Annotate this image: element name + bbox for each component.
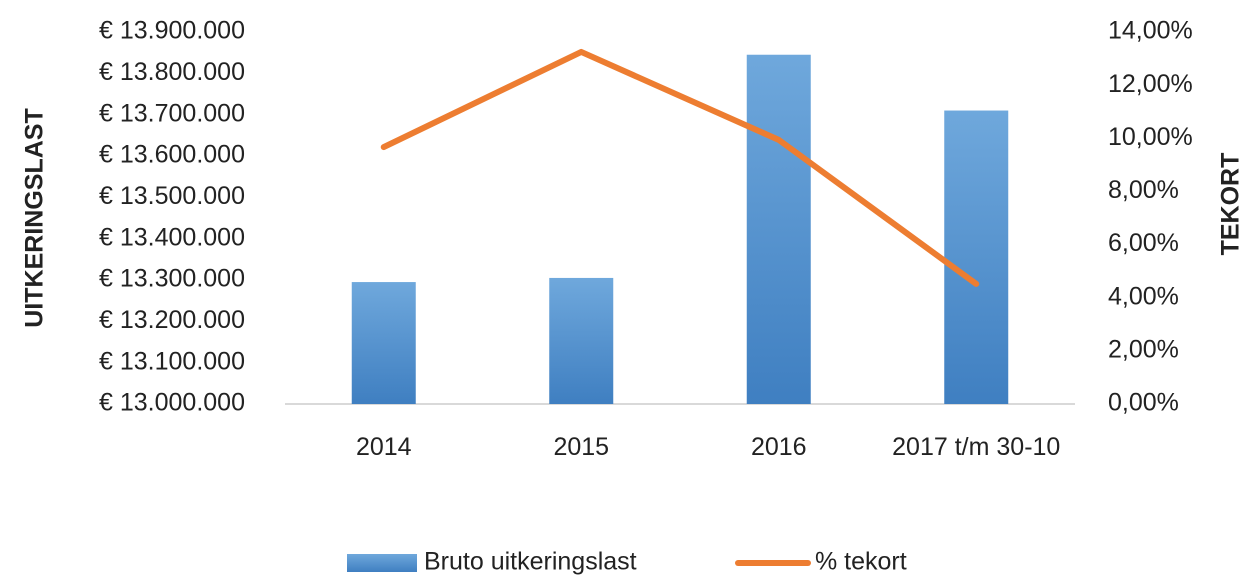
x-tick-label: 2014 xyxy=(355,433,412,461)
line xyxy=(380,48,980,287)
legend-label: % tekort xyxy=(815,548,907,576)
y-axis-title: UITKERINGSLAST xyxy=(21,108,49,327)
bar xyxy=(944,110,1009,405)
bar xyxy=(351,282,416,404)
y-tick-label: € 13.100.000 xyxy=(99,347,245,375)
x-tick-label: 2017 t/m 30-10 xyxy=(892,433,1061,461)
y-tick-label: € 13.300.000 xyxy=(99,265,245,293)
y-tick-label: € 13.700.000 xyxy=(99,99,245,127)
y2-tick-label: 10,00% xyxy=(1108,123,1193,151)
y-tick-label: € 13.900.000 xyxy=(99,17,245,45)
y2-tick-label: 14,00% xyxy=(1108,17,1193,45)
y2-tick-label: 6,00% xyxy=(1108,229,1179,257)
legend-label: Bruto uitkeringslast xyxy=(424,548,637,576)
x-tick-label: 2016 xyxy=(750,433,807,461)
y2-axis-title: TEKORT xyxy=(1217,153,1245,256)
bar xyxy=(746,54,811,404)
y-tick-label: € 13.200.000 xyxy=(99,306,245,334)
y-tick-label: € 13.600.000 xyxy=(99,141,245,169)
y2-tick-label: 8,00% xyxy=(1108,176,1179,204)
legend-swatch xyxy=(347,554,417,572)
y-tick-label: € 13.500.000 xyxy=(99,182,245,210)
y2-tick-label: 0,00% xyxy=(1108,389,1179,417)
y-tick-label: € 13.400.000 xyxy=(99,223,245,251)
bar xyxy=(549,277,614,404)
y2-tick-label: 4,00% xyxy=(1108,282,1179,310)
y-tick-label: € 13.000.000 xyxy=(99,389,245,417)
y2-tick-label: 12,00% xyxy=(1108,70,1193,98)
y2-tick-label: 2,00% xyxy=(1108,335,1179,363)
y-tick-label: € 13.800.000 xyxy=(99,58,245,86)
x-tick-label: 2015 xyxy=(553,433,610,461)
